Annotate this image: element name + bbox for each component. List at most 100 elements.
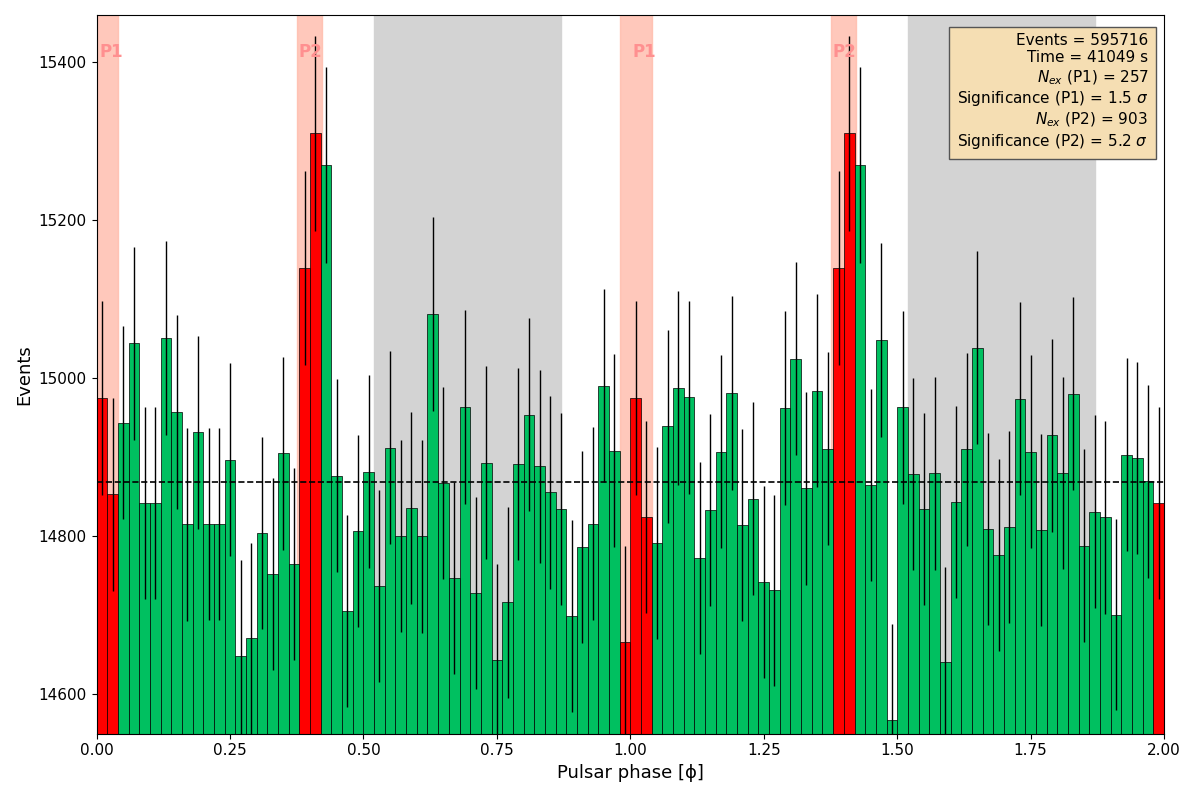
Bar — [715, 452, 726, 797]
Bar — [535, 466, 545, 797]
Bar — [1068, 394, 1079, 797]
Bar — [492, 660, 502, 797]
Bar — [353, 532, 364, 797]
Bar — [193, 433, 203, 797]
Bar — [780, 408, 791, 797]
Y-axis label: Events: Events — [16, 344, 33, 405]
Bar — [1057, 473, 1068, 797]
Bar — [502, 603, 513, 797]
Bar — [1133, 458, 1142, 797]
Bar — [983, 529, 994, 797]
Bar — [1014, 398, 1025, 797]
Bar — [758, 583, 769, 797]
Bar — [1046, 435, 1057, 797]
Bar — [1025, 452, 1036, 797]
Bar — [951, 502, 962, 797]
Bar — [748, 499, 758, 797]
Bar — [524, 414, 535, 797]
Bar — [673, 388, 684, 797]
Text: P2: P2 — [299, 43, 323, 61]
Bar — [214, 524, 225, 797]
Bar — [641, 516, 652, 797]
Bar — [726, 393, 737, 797]
Bar — [652, 544, 663, 797]
Bar — [865, 485, 875, 797]
Bar — [908, 15, 1094, 734]
Bar — [97, 15, 118, 734]
Bar — [182, 524, 193, 797]
Bar — [407, 508, 417, 797]
Bar — [236, 656, 246, 797]
Bar — [737, 525, 748, 797]
Bar — [374, 15, 561, 734]
Bar — [545, 493, 556, 797]
Bar — [470, 593, 481, 797]
Bar — [299, 268, 310, 797]
Bar — [150, 503, 160, 797]
Bar — [385, 448, 396, 797]
Bar — [268, 574, 277, 797]
Bar — [630, 398, 641, 797]
Bar — [875, 340, 886, 797]
Bar — [257, 533, 268, 797]
Bar — [908, 474, 919, 797]
Bar — [556, 509, 566, 797]
Bar — [310, 133, 321, 797]
X-axis label: Pulsar phase [ϕ]: Pulsar phase [ϕ] — [557, 764, 703, 782]
Bar — [448, 578, 459, 797]
Bar — [108, 494, 118, 797]
Bar — [1003, 528, 1014, 797]
Bar — [225, 460, 236, 797]
Bar — [1100, 517, 1111, 797]
Bar — [769, 591, 780, 797]
Bar — [609, 450, 620, 797]
Bar — [831, 15, 855, 734]
Bar — [834, 268, 844, 797]
Bar — [1142, 481, 1153, 797]
Bar — [160, 339, 171, 797]
Bar — [438, 483, 448, 797]
Bar — [854, 165, 865, 797]
Text: Events = 595716
Time = 41049 s
$N_{ex}$ (P1) = 257
Significance (P1) = 1.5 $\sig: Events = 595716 Time = 41049 s $N_{ex}$ … — [957, 33, 1148, 151]
Bar — [513, 464, 524, 797]
Bar — [1036, 530, 1046, 797]
Bar — [706, 510, 715, 797]
Bar — [962, 450, 972, 797]
Bar — [576, 548, 587, 797]
Bar — [1111, 614, 1122, 797]
Bar — [812, 391, 823, 797]
Bar — [459, 407, 470, 797]
Bar — [844, 133, 854, 797]
Bar — [994, 556, 1003, 797]
Bar — [139, 503, 150, 797]
Bar — [886, 720, 897, 797]
Bar — [919, 509, 929, 797]
Bar — [1090, 512, 1100, 797]
Bar — [620, 15, 652, 734]
Bar — [1122, 455, 1133, 797]
Bar — [598, 386, 609, 797]
Bar — [374, 587, 385, 797]
Bar — [1153, 503, 1164, 797]
Bar — [566, 616, 576, 797]
Bar — [1079, 545, 1090, 797]
Bar — [321, 165, 331, 797]
Bar — [97, 398, 108, 797]
Bar — [663, 426, 673, 797]
Bar — [203, 524, 214, 797]
Text: P1: P1 — [633, 43, 657, 61]
Bar — [277, 453, 288, 797]
Bar — [972, 347, 983, 797]
Bar — [171, 412, 182, 797]
Bar — [801, 489, 812, 797]
Bar — [331, 476, 342, 797]
Bar — [288, 564, 299, 797]
Bar — [823, 449, 834, 797]
Bar — [427, 313, 438, 797]
Bar — [118, 423, 128, 797]
Bar — [929, 473, 940, 797]
Bar — [128, 344, 139, 797]
Bar — [897, 407, 908, 797]
Bar — [246, 638, 257, 797]
Bar — [695, 558, 706, 797]
